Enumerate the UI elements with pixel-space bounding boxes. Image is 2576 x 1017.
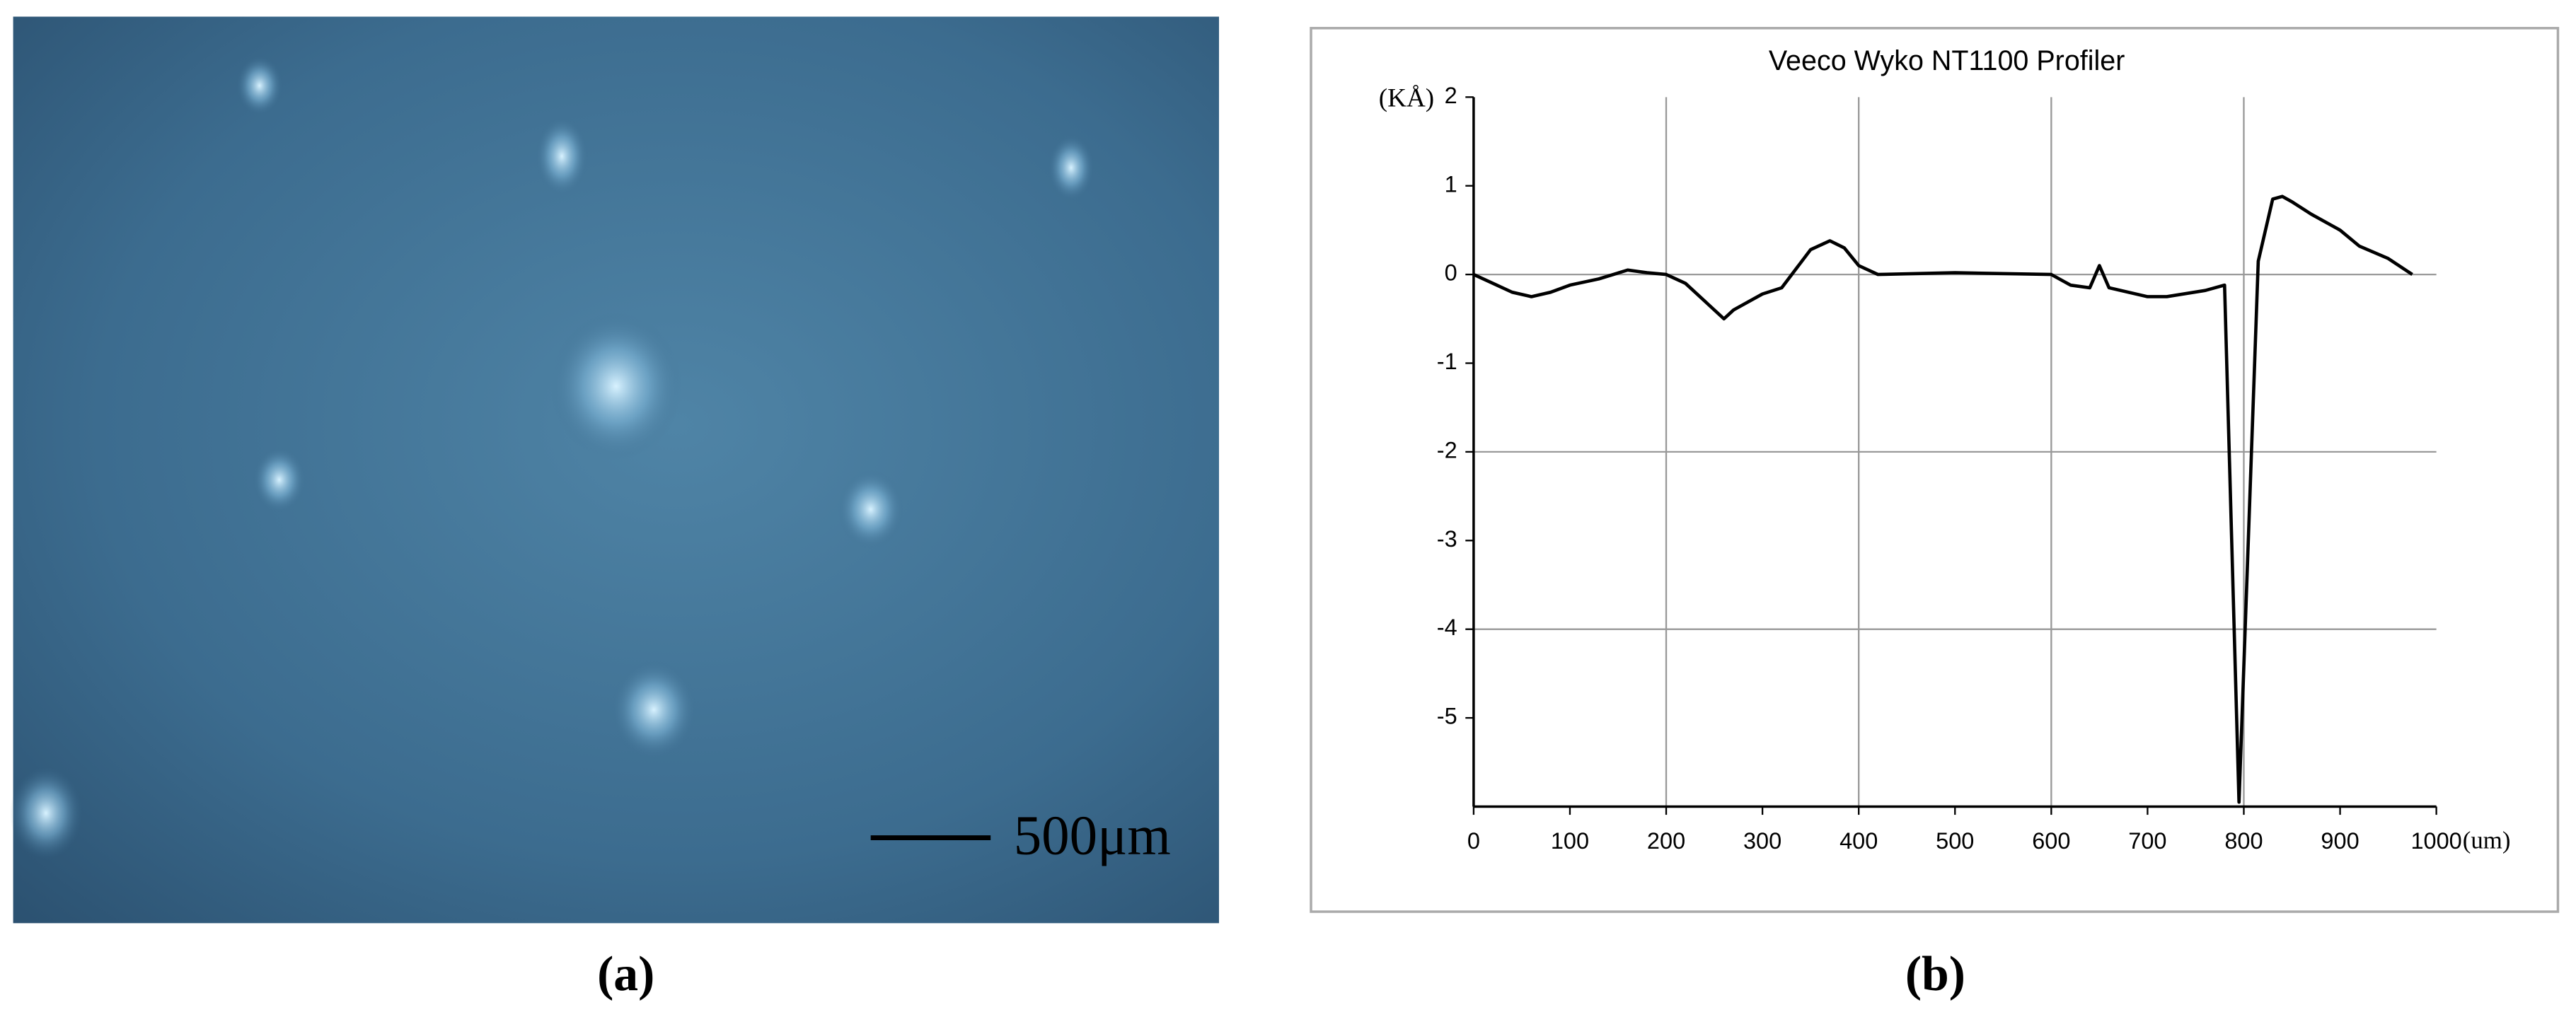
- x-tick-label: 300: [1743, 828, 1781, 854]
- x-tick-label: 400: [1839, 828, 1878, 854]
- photo-background: [13, 16, 1219, 924]
- x-tick-label: 800: [2224, 828, 2263, 854]
- x-tick-label: 700: [2128, 828, 2166, 854]
- y-tick-label: 1: [1445, 171, 1457, 197]
- chart-frame: [1310, 27, 2560, 913]
- defects: [9, 56, 1094, 859]
- y-tick-label: 0: [1445, 260, 1457, 286]
- y-axis-label: (KÅ): [1379, 83, 1434, 112]
- panel-caption: (a): [597, 947, 654, 1001]
- micrograph: 500μm: [9, 16, 1219, 924]
- y-tick-label: -3: [1437, 526, 1457, 552]
- y-tick-label: -5: [1437, 704, 1457, 729]
- profile-line: [1472, 194, 2413, 804]
- x-tick-label: 900: [2321, 828, 2359, 854]
- y-tick-label: -4: [1437, 615, 1457, 640]
- x-axis-label: (um): [2463, 827, 2511, 854]
- y-tick-label: -1: [1437, 349, 1457, 374]
- y-tick-label: 2: [1445, 83, 1457, 108]
- chart-title: Veeco Wyko NT1100 Profiler: [1769, 45, 2125, 76]
- scale-bar-label: 500μm: [1014, 805, 1171, 866]
- panel-caption: (b): [1905, 947, 1965, 1001]
- x-tick-label: 600: [2032, 828, 2070, 854]
- x-tick-label: 0: [1467, 828, 1480, 854]
- x-tick-label: 200: [1647, 828, 1685, 854]
- x-tick-label: 1000: [2410, 828, 2461, 854]
- y-tick-label: -2: [1437, 437, 1457, 463]
- x-tick-label: 500: [1936, 828, 1974, 854]
- x-tick-label: 100: [1551, 828, 1589, 854]
